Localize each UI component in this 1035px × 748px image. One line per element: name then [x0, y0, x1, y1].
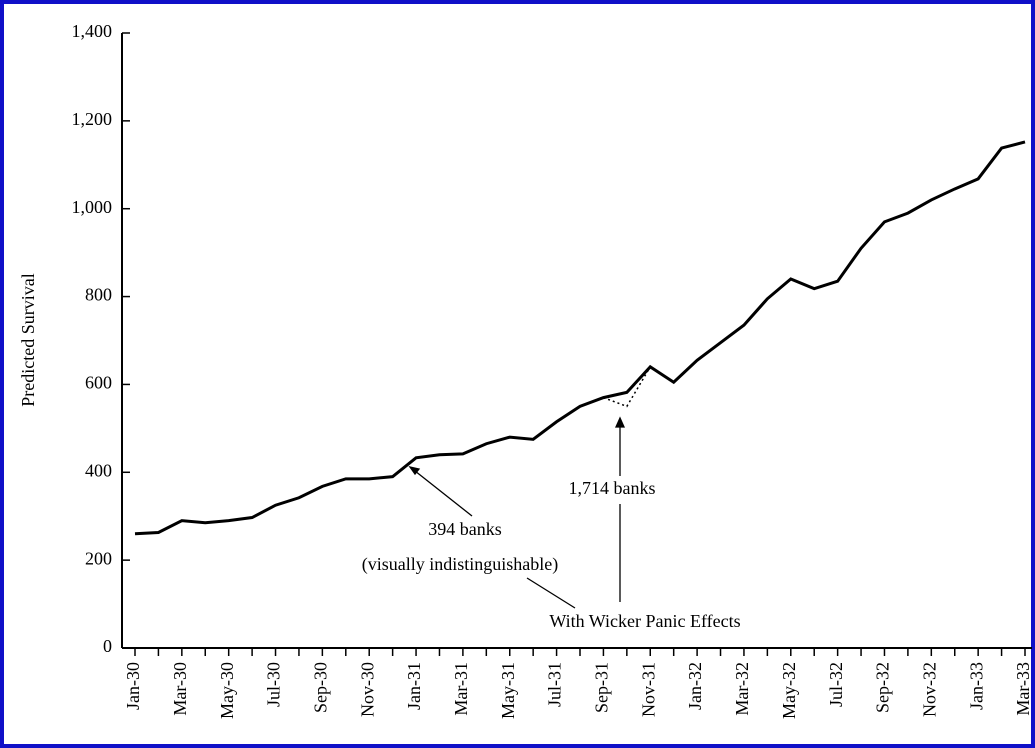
y-tick-label: 400 — [85, 460, 112, 480]
x-tick-label: Jan-33 — [966, 662, 986, 710]
x-tick-label: Jul-30 — [264, 662, 284, 707]
annotation: (visually indistinguishable) — [362, 554, 558, 575]
x-tick-label: Mar-31 — [451, 662, 471, 716]
annotation-arrows — [408, 416, 626, 609]
x-tick-label: Jan-32 — [685, 662, 705, 710]
annotation: 394 banks — [428, 519, 502, 539]
x-tick-label: Mar-30 — [170, 662, 190, 716]
x-tick-label: Mar-32 — [732, 662, 752, 716]
y-tick-label: 1,200 — [72, 109, 113, 129]
x-tick-label: May-31 — [498, 662, 518, 719]
series-line — [134, 140, 1026, 536]
x-tick-label: Nov-30 — [357, 662, 377, 717]
x-tick-label: Nov-32 — [919, 662, 939, 717]
y-tick-label: 200 — [85, 548, 112, 568]
y-axis-label: Predicted Survival — [18, 273, 38, 406]
x-tick-label: Sep-30 — [310, 662, 330, 713]
x-tick-label: Jan-30 — [123, 662, 143, 710]
x-tick-label: Mar-33 — [1013, 662, 1033, 716]
y-tick-label: 600 — [85, 373, 112, 393]
annotation: With Wicker Panic Effects — [549, 611, 740, 631]
series-line — [603, 366, 651, 408]
y-tick-label: 0 — [103, 636, 112, 656]
x-tick-label: Jul-31 — [545, 662, 565, 707]
x-tick-label: Nov-31 — [638, 662, 658, 717]
y-tick-label: 1,400 — [72, 21, 113, 41]
annotation: 1,714 banks — [569, 478, 656, 498]
y-tick-label: 1,000 — [72, 197, 113, 217]
x-tick-label: Jan-31 — [404, 662, 424, 710]
x-tick-label: Jul-32 — [826, 662, 846, 707]
x-tick-label: Sep-31 — [592, 662, 612, 713]
x-tick-label: Sep-32 — [873, 662, 893, 713]
x-tick-label: May-30 — [217, 662, 237, 719]
y-tick-label: 800 — [85, 285, 112, 305]
x-tick-label: May-32 — [779, 662, 799, 719]
